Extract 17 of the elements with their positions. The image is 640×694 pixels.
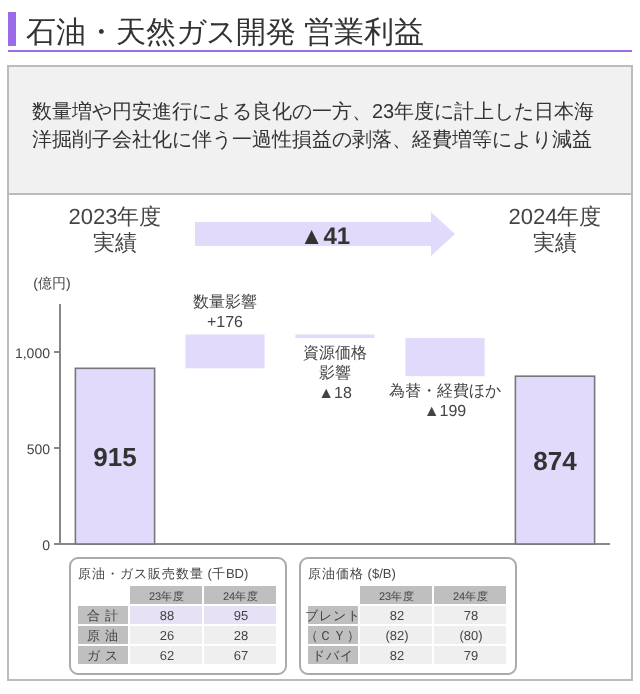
data-label: ▲18	[318, 383, 353, 402]
bar	[74, 367, 156, 545]
bar	[185, 334, 265, 369]
x-tick-label: 2023年度実績	[68, 204, 162, 256]
chart-subtitle: 数量増や円安進行による良化の一方、23年度に計上した日本海洋掘削子会社化に伴う一過性損益の剥落、経費増等により減益	[32, 100, 597, 156]
data-label: ▲199	[423, 402, 468, 421]
data-label: 915	[93, 442, 137, 473]
x-tick-label: 為替・経費ほか	[389, 382, 501, 401]
x-tick-label: 2024年度実績	[508, 204, 602, 256]
bar	[405, 337, 485, 377]
chart-title: 石油・天然ガス開発 営業利益	[26, 16, 425, 50]
data-label: +176	[206, 312, 245, 331]
text: ▲41	[299, 222, 351, 250]
data-label: 874	[533, 446, 579, 477]
x-tick-label: 資源価格影響	[303, 343, 367, 382]
bar	[514, 375, 596, 545]
x-tick-label: 数量影響	[193, 292, 257, 311]
